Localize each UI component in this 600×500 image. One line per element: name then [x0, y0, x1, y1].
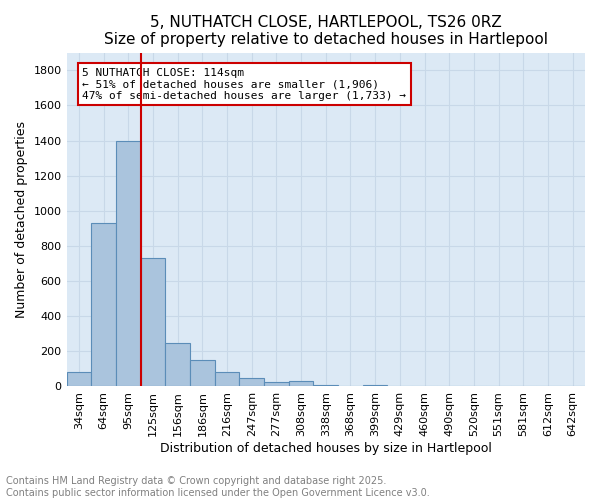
- Bar: [363, 384, 388, 386]
- Bar: [289, 381, 313, 386]
- Bar: [190, 360, 215, 386]
- Bar: [313, 384, 338, 386]
- Bar: [116, 140, 140, 386]
- Bar: [67, 372, 91, 386]
- Text: Contains HM Land Registry data © Crown copyright and database right 2025.
Contai: Contains HM Land Registry data © Crown c…: [6, 476, 430, 498]
- Y-axis label: Number of detached properties: Number of detached properties: [15, 121, 28, 318]
- Bar: [215, 372, 239, 386]
- Bar: [165, 344, 190, 386]
- Text: 5 NUTHATCH CLOSE: 114sqm
← 51% of detached houses are smaller (1,906)
47% of sem: 5 NUTHATCH CLOSE: 114sqm ← 51% of detach…: [82, 68, 406, 101]
- Bar: [91, 223, 116, 386]
- Title: 5, NUTHATCH CLOSE, HARTLEPOOL, TS26 0RZ
Size of property relative to detached ho: 5, NUTHATCH CLOSE, HARTLEPOOL, TS26 0RZ …: [104, 15, 548, 48]
- Bar: [239, 378, 264, 386]
- Bar: [140, 258, 165, 386]
- Bar: [264, 382, 289, 386]
- X-axis label: Distribution of detached houses by size in Hartlepool: Distribution of detached houses by size …: [160, 442, 492, 455]
